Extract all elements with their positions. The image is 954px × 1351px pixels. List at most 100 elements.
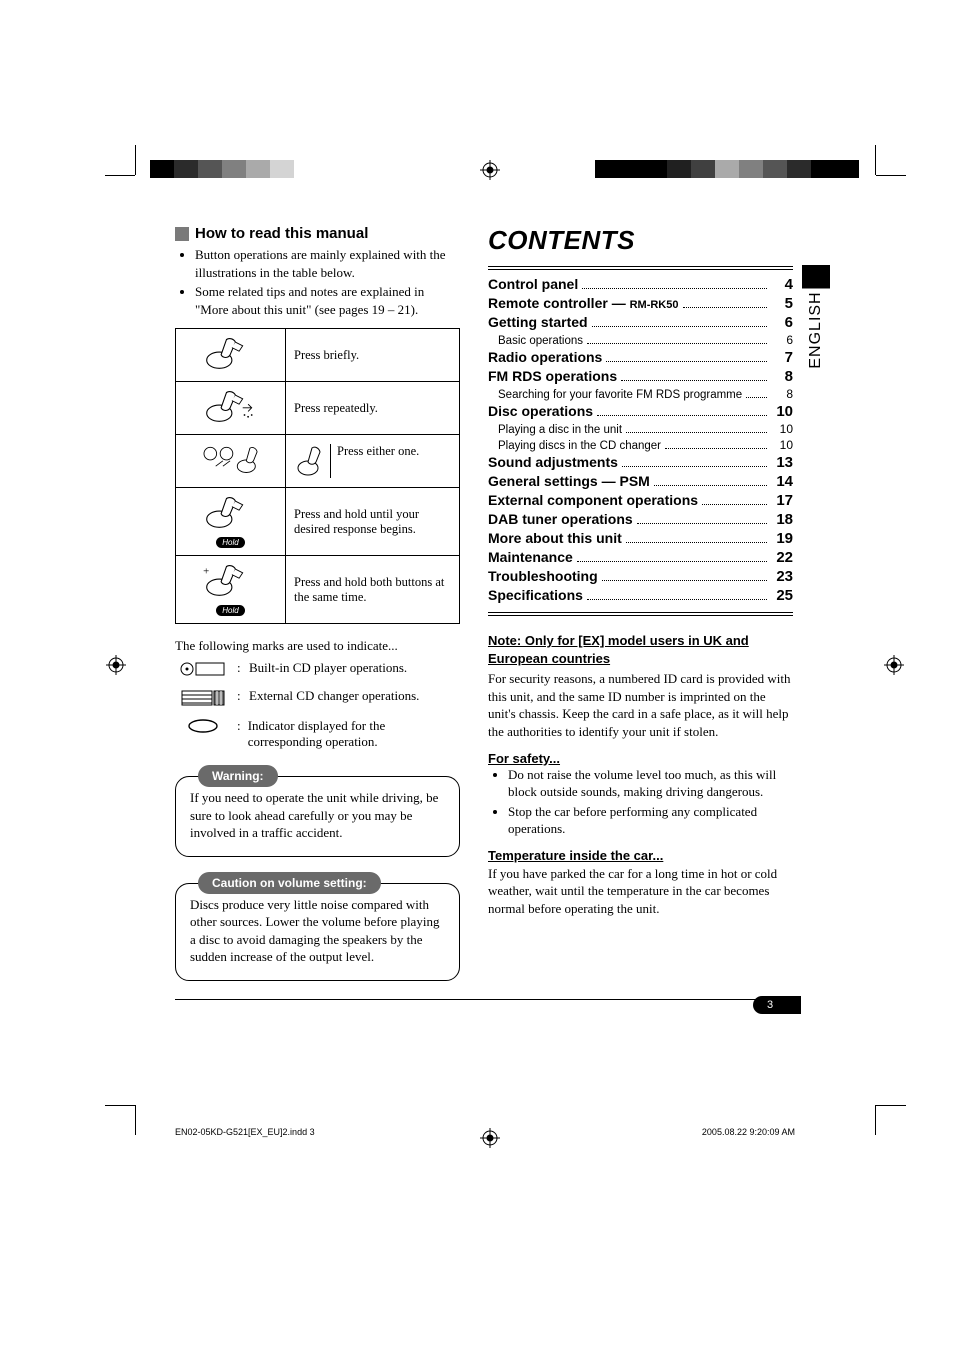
mark-desc: Built-in CD player operations.	[249, 660, 407, 676]
crop-mark	[135, 145, 136, 175]
rule	[488, 269, 793, 270]
toc-entry: Sound adjustments 13	[488, 454, 793, 471]
toc-leader-dots	[597, 415, 767, 416]
oval-icon	[175, 718, 231, 738]
toc-sub-label: Playing a disc in the unit	[488, 424, 622, 436]
toc-leader-dots	[592, 326, 767, 327]
marks-list: :Built-in CD player operations.:External…	[175, 660, 460, 750]
toc-leader-dots	[587, 599, 767, 600]
registration-mark-icon	[884, 655, 904, 675]
page-number: 3	[767, 999, 773, 1011]
color-swatch	[174, 160, 198, 178]
color-swatch	[643, 160, 667, 178]
toc-page: 23	[771, 568, 793, 585]
toc-subentry: Basic operations 6	[488, 333, 793, 347]
crop-mark	[105, 1105, 135, 1106]
toc-page: 17	[771, 492, 793, 509]
color-swatch	[835, 160, 859, 178]
section-square-icon	[175, 227, 189, 241]
toc-label: Getting started	[488, 314, 588, 330]
mark-row: :Indicator displayed for the correspondi…	[175, 718, 460, 750]
crop-mark	[876, 1105, 906, 1106]
warning-label: Warning:	[198, 765, 278, 787]
operations-table: Press briefly. Press repeatedly. Press e…	[175, 328, 460, 624]
color-swatch	[294, 160, 318, 178]
table-row: Hold Press and hold until your desired re…	[176, 488, 460, 556]
bullet-item: Do not raise the volume level too much, …	[508, 766, 793, 801]
toc-label: Remote controller — RM-RK50	[488, 295, 679, 311]
operation-desc: Press either one.	[286, 435, 460, 488]
toc-leader-dots	[606, 361, 767, 362]
toc-entry: Control panel 4	[488, 276, 793, 293]
toc-page: 18	[771, 511, 793, 528]
bullet-item: Some related tips and notes are explaine…	[195, 283, 460, 318]
contents-title: CONTENTS	[488, 225, 793, 256]
color-swatch	[150, 160, 174, 178]
toc-sub-page: 10	[771, 438, 793, 452]
toc-entry: Radio operations 7	[488, 349, 793, 366]
toc-entry: DAB tuner operations 18	[488, 511, 793, 528]
toc-leader-dots	[683, 307, 768, 308]
color-swatch	[619, 160, 643, 178]
color-bar	[595, 160, 859, 178]
toc-leader-dots	[654, 485, 767, 486]
footer-stamp: 2005.08.22 9:20:09 AM	[702, 1127, 795, 1137]
toc-sub-page: 8	[771, 387, 793, 401]
section-title: How to read this manual	[195, 225, 368, 242]
svg-text:+: +	[203, 566, 209, 578]
color-swatch	[366, 160, 390, 178]
note-body: For security reasons, a numbered ID card…	[488, 670, 793, 740]
color-swatch	[198, 160, 222, 178]
toc-suffix: RM-RK50	[630, 299, 679, 311]
toc-leader-dots	[587, 343, 767, 344]
toc-subentry: Playing a disc in the unit 10	[488, 422, 793, 436]
page-body: ENGLISH How to read this manual Button o…	[175, 225, 795, 1000]
operation-desc: Press and hold both buttons at the same …	[286, 556, 460, 624]
language-tab: ENGLISH	[802, 265, 830, 395]
toc-sub-page: 10	[771, 422, 793, 436]
toc-leader-dots	[626, 432, 767, 433]
marks-intro: The following marks are used to indicate…	[175, 638, 460, 654]
operation-desc: Press and hold until your desired respon…	[286, 488, 460, 556]
toc-label: Troubleshooting	[488, 568, 598, 584]
temp-body: If you have parked the car for a long ti…	[488, 865, 793, 918]
registration-mark-icon	[480, 160, 500, 180]
bullet-item: Button operations are mainly explained w…	[195, 246, 460, 281]
crop-mark	[875, 1105, 876, 1135]
toc-page: 25	[771, 587, 793, 604]
bottom-rule	[175, 999, 795, 1000]
toc-leader-dots	[622, 466, 767, 467]
warning-callout: Warning: If you need to operate the unit…	[175, 776, 460, 857]
toc-sub-page: 6	[771, 333, 793, 347]
toc-label: Radio operations	[488, 349, 602, 365]
toc-label: External component operations	[488, 492, 698, 508]
table-row: + HoldPress and hold both buttons at the…	[176, 556, 460, 624]
cd-unit-icon	[175, 660, 231, 682]
toc-label: Sound adjustments	[488, 454, 618, 470]
toc-label: Maintenance	[488, 549, 573, 565]
table-row: Press either one.	[176, 435, 460, 488]
toc-leader-dots	[637, 523, 767, 524]
toc-page: 6	[771, 314, 793, 331]
toc-entry: Remote controller — RM-RK50 5	[488, 295, 793, 312]
safety-heading: For safety...	[488, 751, 793, 766]
color-swatch	[691, 160, 715, 178]
crop-mark	[876, 175, 906, 176]
color-swatch	[715, 160, 739, 178]
toc-page: 14	[771, 473, 793, 490]
caution-label: Caution on volume setting:	[198, 872, 381, 894]
press-gesture-icon	[176, 435, 286, 488]
toc-entry: Disc operations 10	[488, 403, 793, 420]
crop-mark	[875, 145, 876, 175]
color-swatch	[787, 160, 811, 178]
toc-leader-dots	[665, 448, 767, 449]
caution-callout: Caution on volume setting: Discs produce…	[175, 883, 460, 981]
toc-leader-dots	[602, 580, 767, 581]
toc-page: 19	[771, 530, 793, 547]
intro-bullets: Button operations are mainly explained w…	[175, 246, 460, 318]
toc-entry: Specifications 25	[488, 587, 793, 604]
hold-badge: Hold	[216, 537, 244, 548]
toc-leader-dots	[577, 561, 767, 562]
toc-label: Control panel	[488, 276, 578, 292]
operation-desc: Press briefly.	[286, 329, 460, 382]
